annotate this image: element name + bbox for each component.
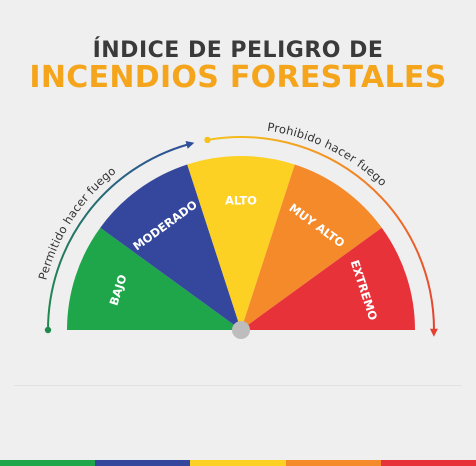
gauge-segment-extremo [241,227,415,330]
divider [14,385,462,386]
permitted-fire-arc [47,143,189,331]
permitted-arc-start-dot [44,326,52,334]
stripe-segment [285,460,382,466]
gauge-segment-bajo [67,227,241,330]
prohibited-fire-arc [207,136,435,331]
gauge-label-alto: ALTO [225,194,257,208]
stripe-segment [380,460,476,466]
prohibited-arc-arrowhead [429,328,438,337]
stripe-segment [0,460,97,466]
gauge-center-hub [232,321,250,339]
stripe-segment [95,460,192,466]
gauge-segment-moderado [100,164,241,330]
gauge-segment-alto [187,156,295,330]
gauge-segment-muy-alto [241,164,382,330]
title-line-2: INCENDIOS FORESTALES [29,60,447,95]
prohibited-arc-start-dot [204,136,211,144]
permitted-arc-arrowhead [185,141,195,149]
title-line-1: ÍNDICE DE PELIGRO DE [92,38,384,63]
stripe-segment [190,460,287,466]
